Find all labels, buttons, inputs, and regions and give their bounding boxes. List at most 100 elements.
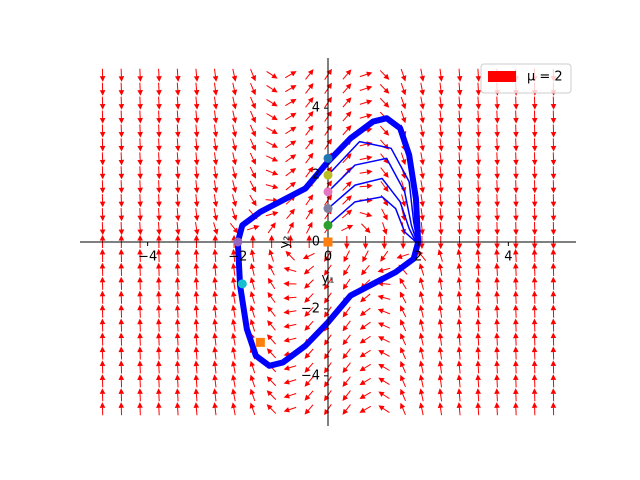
field-arrow — [175, 208, 181, 222]
field-arrow — [156, 318, 162, 332]
field-arrow — [137, 248, 143, 262]
field-arrow — [231, 194, 238, 208]
field-arrow — [266, 113, 278, 121]
y-tick-label: 0 — [312, 235, 320, 250]
field-arrow — [193, 138, 200, 152]
field-arrow — [212, 166, 219, 180]
field-arrow — [193, 82, 200, 96]
field-arrow — [193, 276, 200, 290]
field-arrow — [249, 124, 257, 138]
field-arrow — [137, 208, 143, 222]
field-arrow — [137, 110, 143, 124]
field-arrow — [456, 388, 463, 402]
field-arrow — [212, 152, 219, 166]
field-arrow — [399, 374, 406, 388]
field-arrow — [137, 222, 143, 236]
field-arrow — [377, 267, 391, 273]
field-arrow — [137, 138, 143, 152]
field-arrow — [494, 222, 500, 236]
field-arrow — [118, 388, 125, 402]
field-arrow — [305, 124, 314, 136]
field-arrow — [118, 152, 125, 166]
field-arrow — [513, 360, 519, 374]
field-arrow — [212, 290, 218, 304]
field-arrow — [342, 83, 352, 94]
field-arrow — [437, 304, 444, 318]
field-arrow — [531, 166, 538, 180]
field-arrow — [266, 71, 278, 79]
field-arrow — [550, 222, 557, 236]
field-arrow — [118, 138, 125, 152]
field-arrow — [283, 393, 297, 399]
field-arrow — [175, 180, 181, 194]
field-arrow — [438, 194, 444, 208]
field-arrow — [231, 110, 238, 124]
field-arrow — [231, 360, 237, 374]
field-arrow — [231, 82, 238, 96]
field-arrow — [456, 276, 463, 290]
field-arrow — [475, 402, 481, 416]
field-arrow — [513, 332, 519, 346]
field-arrow — [550, 290, 557, 304]
field-arrow — [118, 304, 125, 318]
field-arrow — [418, 402, 425, 416]
field-arrow — [381, 236, 388, 250]
field-arrow — [456, 166, 463, 180]
field-arrow — [494, 388, 500, 402]
field-arrow — [267, 291, 276, 303]
field-arrow — [99, 68, 106, 82]
field-arrow — [418, 318, 425, 332]
field-arrow — [304, 404, 314, 415]
field-arrow — [379, 125, 390, 136]
square-marker — [323, 237, 333, 247]
field-arrow — [456, 180, 463, 194]
field-arrow — [378, 336, 390, 343]
field-arrow — [531, 152, 538, 166]
field-arrow — [118, 68, 125, 82]
field-arrow — [419, 194, 425, 208]
field-arrow — [438, 96, 444, 110]
field-arrow — [249, 166, 257, 179]
field-arrow — [494, 166, 500, 180]
field-arrow — [118, 110, 125, 124]
field-arrow — [550, 388, 557, 402]
field-arrow — [437, 346, 444, 360]
field-arrow — [494, 346, 500, 360]
field-arrow — [531, 262, 538, 276]
field-arrow — [513, 346, 519, 360]
field-arrow — [550, 124, 557, 138]
circle-marker — [323, 204, 333, 214]
field-arrow — [343, 264, 351, 276]
field-arrow — [193, 152, 200, 166]
field-arrow — [118, 124, 125, 138]
field-arrow — [265, 155, 279, 162]
field-arrow — [285, 112, 297, 121]
field-arrow — [303, 265, 315, 275]
field-arrow — [212, 248, 218, 262]
field-arrow — [304, 320, 314, 331]
trajectory — [327, 140, 419, 243]
circle-marker — [323, 153, 333, 163]
field-arrow — [456, 346, 463, 360]
field-arrow — [531, 208, 538, 222]
field-arrow — [342, 390, 351, 401]
field-arrow — [231, 166, 238, 180]
field-arrow — [174, 276, 181, 290]
x-axis-label: y₁ — [322, 272, 335, 287]
field-arrow — [283, 280, 297, 287]
field-arrow — [378, 405, 390, 413]
field-arrow — [156, 360, 162, 374]
field-arrow — [137, 276, 143, 290]
field-arrow — [265, 211, 279, 217]
markers — [233, 153, 333, 347]
field-arrow — [513, 208, 519, 222]
field-arrow — [456, 68, 463, 82]
field-arrow — [193, 180, 200, 194]
field-arrow — [343, 250, 350, 263]
field-arrow — [342, 97, 352, 108]
field-arrow — [99, 152, 106, 166]
field-arrow — [283, 295, 297, 301]
field-arrow — [193, 110, 200, 124]
field-arrow — [531, 304, 538, 318]
field-arrow — [475, 318, 481, 332]
